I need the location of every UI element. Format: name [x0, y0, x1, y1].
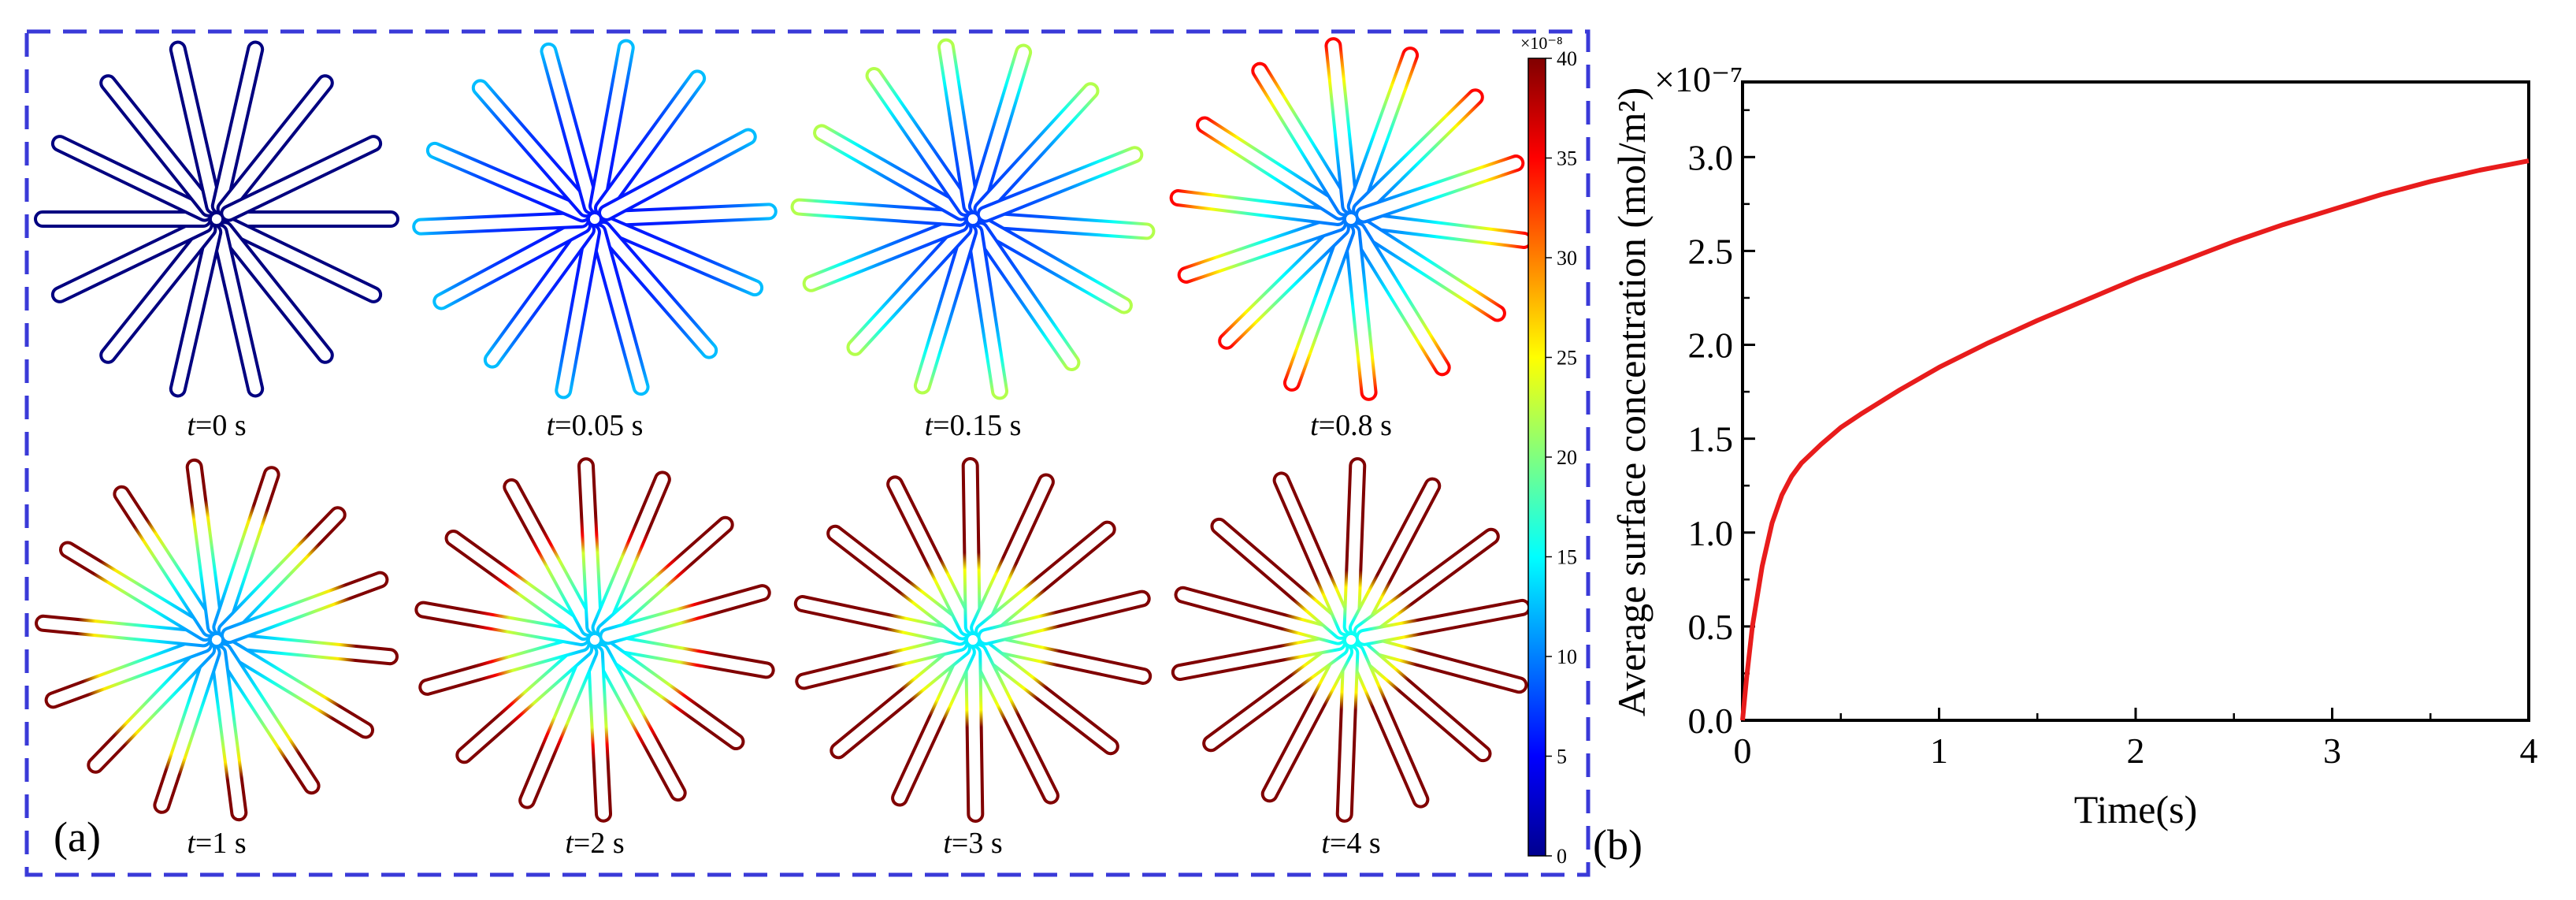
- time-symbol: t: [925, 409, 934, 442]
- star-arm: [221, 210, 399, 228]
- star-frames: t=0 s t=0.05 s t=0.15 s t=0.8 st=1 s t=2 s t=…: [34, 37, 1533, 860]
- star-frame: t=0.8 s: [1169, 37, 1533, 442]
- time-symbol: t: [565, 827, 574, 860]
- time-value: =0.8 s: [1319, 409, 1392, 442]
- star-arm: [597, 128, 757, 221]
- colorbar-tick-label: 40: [1557, 47, 1577, 70]
- y-multiplier-label: ×10⁻⁷: [1654, 59, 1743, 99]
- panel-a-label: (a): [54, 813, 101, 861]
- colorbar-tick-label: 0: [1557, 845, 1567, 868]
- star-frame: t=0 s: [34, 40, 399, 442]
- y-tick-label: 2.0: [1688, 325, 1734, 366]
- frame-time-label: t=3 s: [943, 827, 1002, 860]
- x-axis-label: Time(s): [2074, 787, 2198, 831]
- panel-b: (b) 0 1 2 3 4 0.0 0.5 1.0 1.5 2.0 2.5 3.0 ×10⁻⁷ Tim…: [1593, 59, 2538, 868]
- y-tick-label: 3.0: [1688, 137, 1734, 177]
- colorbar-gradient: [1527, 58, 1546, 857]
- y-tick-label: 0.5: [1688, 607, 1734, 647]
- time-symbol: t: [1310, 409, 1320, 442]
- x-tick-label: 4: [2520, 731, 2538, 771]
- star-arm: [961, 457, 982, 636]
- star-frame: t=0.05 s: [412, 39, 778, 442]
- time-value: =0.15 s: [933, 409, 1021, 442]
- colorbar: ×10⁻⁸ 0 5 10 15 20 25 30 35 40: [1520, 33, 1577, 868]
- star-arm: [1355, 154, 1525, 224]
- colorbar-tick-label: 35: [1557, 147, 1577, 170]
- x-tick-label: 0: [1734, 731, 1752, 771]
- colorbar-exponent: ×10⁻⁸: [1520, 33, 1563, 53]
- star-arm: [34, 210, 212, 228]
- star-frame: t=3 s: [793, 457, 1153, 860]
- frame-time-label: t=0 s: [187, 409, 246, 442]
- colorbar-tick-label: 30: [1557, 247, 1577, 270]
- frame-time-label: t=0.05 s: [547, 409, 644, 442]
- star-frame: t=4 s: [1171, 457, 1531, 860]
- panel-b-label: (b): [1593, 821, 1642, 868]
- colorbar-tick-label: 15: [1557, 546, 1577, 569]
- frame-time-label: t=4 s: [1321, 827, 1380, 860]
- star-arm: [964, 644, 985, 823]
- time-value: =0.05 s: [555, 409, 643, 442]
- y-tick-label: 1.5: [1688, 419, 1734, 459]
- series-line: [1740, 158, 2530, 721]
- y-tick-label: 0.0: [1688, 701, 1734, 741]
- y-axis-label: Average surface concentration (mol/m²): [1609, 87, 1654, 716]
- y-tick-label: 2.5: [1688, 231, 1734, 271]
- time-symbol: t: [1321, 827, 1331, 860]
- frame-time-label: t=0.15 s: [925, 409, 1022, 442]
- time-symbol: t: [943, 827, 952, 860]
- colorbar-tick-label: 10: [1557, 645, 1577, 668]
- plot-area: [1741, 80, 2530, 722]
- x-tick-label: 3: [2323, 731, 2341, 771]
- colorbar-tick-label: 25: [1557, 347, 1577, 370]
- star-arm: [220, 571, 389, 645]
- colorbar-ticks: 0 5 10 15 20 25 30 35 40: [1546, 47, 1577, 868]
- star-frame: t=2 s: [414, 457, 775, 860]
- time-symbol: t: [187, 827, 196, 860]
- frame-time-label: t=1 s: [187, 827, 246, 860]
- star-arm: [599, 584, 771, 645]
- time-value: =3 s: [952, 827, 1003, 860]
- axis-ticks: 0 1 2 3 4 0.0 0.5 1.0 1.5 2.0 2.5 3.0: [1688, 109, 2538, 771]
- time-symbol: t: [547, 409, 556, 442]
- panel-a-frame: [24, 29, 1591, 877]
- colorbar-tick-label: 20: [1557, 446, 1577, 469]
- x-tick-label: 1: [1930, 731, 1948, 771]
- y-tick-label: 1.0: [1688, 513, 1734, 553]
- star-frame: t=1 s: [35, 458, 399, 860]
- x-tick-label: 2: [2127, 731, 2145, 771]
- star-frame: t=0.15 s: [790, 38, 1156, 442]
- time-value: =2 s: [573, 827, 625, 860]
- star-arm: [220, 135, 383, 222]
- frame-time-label: t=2 s: [565, 827, 624, 860]
- time-value: =1 s: [195, 827, 247, 860]
- star-arm: [977, 589, 1151, 645]
- time-symbol: t: [187, 409, 196, 442]
- panel-a: t=0 s t=0.05 s t=0.15 s t=0.8 st=1 s t=2 s t=…: [24, 29, 1591, 877]
- colorbar-tick-label: 5: [1557, 746, 1567, 768]
- time-value: =0 s: [195, 409, 247, 442]
- frame-time-label: t=0.8 s: [1310, 409, 1392, 442]
- star-arm: [976, 146, 1144, 223]
- time-value: =4 s: [1330, 827, 1381, 860]
